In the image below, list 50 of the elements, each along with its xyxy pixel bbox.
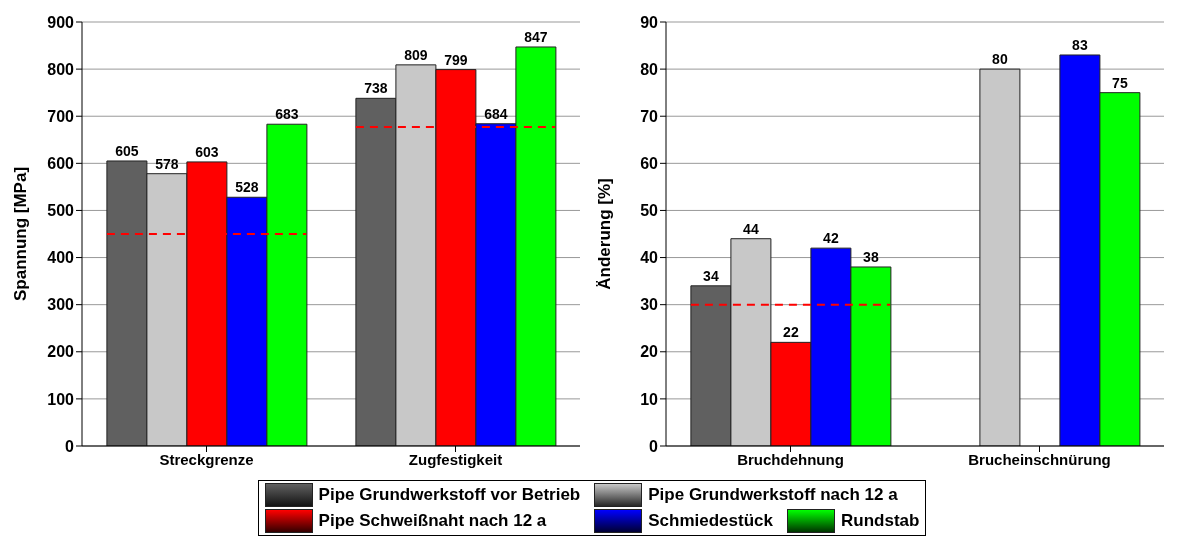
data-label: 684 bbox=[484, 105, 508, 122]
y-tick-label: 40 bbox=[640, 249, 659, 267]
data-label: 42 bbox=[823, 230, 839, 247]
y-tick-label: 20 bbox=[640, 343, 659, 361]
y-tick-label: 60 bbox=[640, 155, 659, 173]
legend-label: Schmiedestück bbox=[648, 511, 773, 531]
y-tick-label: 600 bbox=[47, 155, 75, 173]
x-tick-label: Brucheinschnürung bbox=[968, 450, 1111, 468]
x-tick-label: Bruchdehnung bbox=[737, 450, 844, 468]
data-label: 578 bbox=[155, 155, 179, 172]
data-label: 528 bbox=[235, 179, 259, 196]
data-label: 75 bbox=[1112, 74, 1128, 91]
y-tick-label: 800 bbox=[47, 60, 75, 78]
x-tick-label: Zugfestigkeit bbox=[408, 450, 503, 468]
y-tick-label: 100 bbox=[47, 390, 75, 408]
data-label: 80 bbox=[992, 51, 1008, 68]
data-label: 809 bbox=[404, 46, 428, 63]
data-label: 605 bbox=[115, 142, 139, 159]
y-tick-label: 80 bbox=[640, 60, 659, 78]
y-tick-label: 30 bbox=[640, 296, 659, 314]
y-tick-label: 900 bbox=[47, 13, 75, 31]
y-tick-label: 10 bbox=[640, 390, 659, 408]
legend-label: Pipe Schweißnaht nach 12 a bbox=[318, 511, 547, 531]
x-tick-label: Streckgrenze bbox=[159, 450, 254, 468]
data-label: 799 bbox=[444, 51, 468, 68]
legend-label: Pipe Grundwerkstoff nach 12 a bbox=[648, 485, 898, 505]
y-tick-label: 200 bbox=[47, 343, 75, 361]
data-label: 847 bbox=[524, 28, 548, 45]
y-axis-title: Spannung [MPa] bbox=[11, 166, 31, 302]
y-tick-label: 400 bbox=[47, 249, 75, 267]
legend-label: Rundstab bbox=[841, 511, 920, 531]
data-label: 44 bbox=[743, 220, 759, 237]
y-tick-label: 90 bbox=[640, 13, 659, 31]
data-label: 738 bbox=[364, 80, 388, 97]
y-tick-label: 300 bbox=[47, 296, 75, 314]
y-tick-label: 0 bbox=[649, 437, 659, 455]
data-label: 603 bbox=[195, 143, 219, 160]
data-label: 683 bbox=[275, 106, 299, 123]
y-tick-label: 70 bbox=[640, 107, 659, 125]
data-label: 83 bbox=[1072, 36, 1088, 53]
y-tick-label: 50 bbox=[640, 202, 659, 220]
y-tick-label: 700 bbox=[47, 107, 75, 125]
y-tick-label: 500 bbox=[47, 202, 75, 220]
bar bbox=[979, 68, 1021, 446]
legend-label: Pipe Grundwerkstoff vor Betrieb bbox=[318, 485, 581, 505]
y-axis-title: Änderung [%] bbox=[595, 178, 615, 290]
data-label: 34 bbox=[703, 267, 719, 284]
data-label: 22 bbox=[783, 324, 799, 341]
y-tick-label: 0 bbox=[65, 437, 75, 455]
data-label: 38 bbox=[863, 248, 879, 265]
